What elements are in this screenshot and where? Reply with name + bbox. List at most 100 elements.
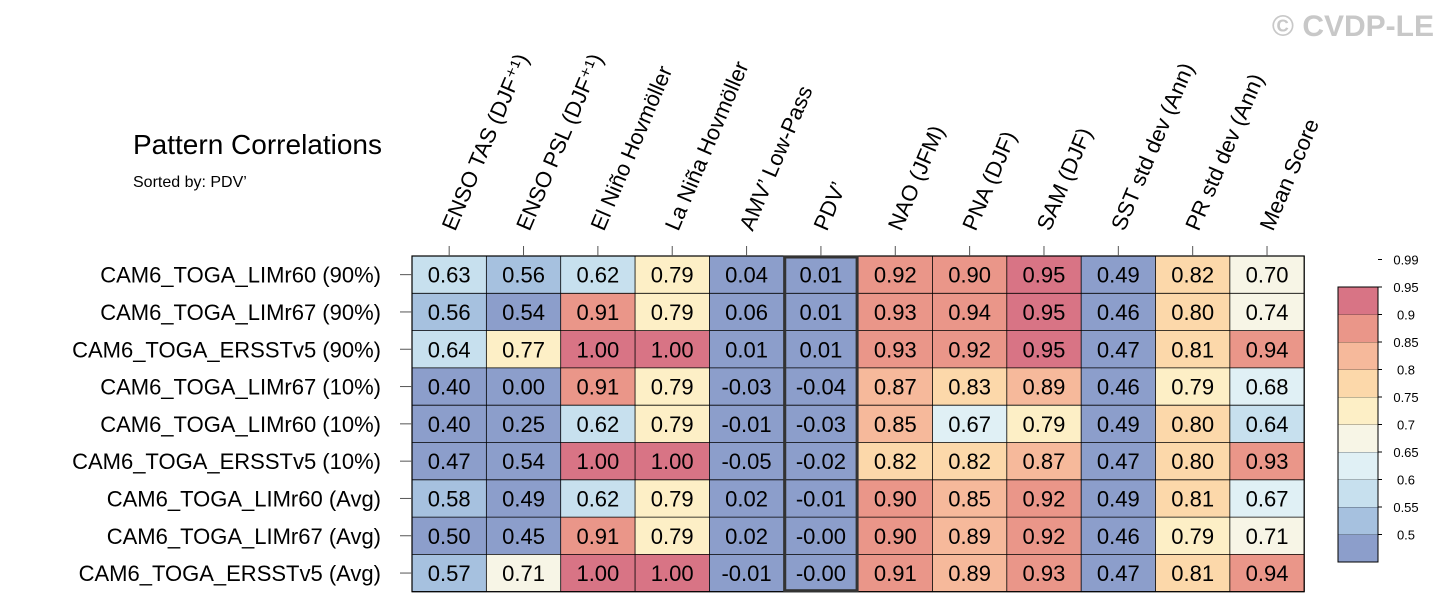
cell-value: -0.01 (721, 412, 771, 437)
cell-value: 0.04 (725, 263, 768, 288)
column-label: AMV’ Low-Pass (734, 82, 817, 234)
column-label: PNA (DJF) (957, 127, 1021, 234)
highlighted-column-box (783, 255, 859, 593)
heatmap-cell (783, 442, 859, 481)
heatmap-cell (783, 479, 859, 518)
heatmap-cell (1229, 330, 1305, 369)
colorbar-label: 0.85 (1393, 335, 1418, 350)
colorbar-label: 0.75 (1393, 390, 1418, 405)
cell-value: 0.47 (1097, 449, 1140, 474)
heatmap-cell (412, 367, 487, 406)
colorbar-swatch (1338, 287, 1378, 315)
heatmap-cell (932, 293, 1008, 332)
cell-value: 0.01 (800, 337, 843, 362)
heatmap-cell (635, 293, 710, 332)
cell-value: -0.01 (796, 486, 846, 511)
cell-value: 0.90 (874, 486, 917, 511)
heatmap-cell (709, 367, 785, 406)
cell-value: 0.91 (874, 561, 917, 586)
heatmap-cell (1229, 367, 1305, 406)
heatmap-cell (709, 517, 785, 555)
cell-value: 0.94 (1246, 561, 1289, 586)
heatmap-cell (560, 554, 636, 593)
cell-value: 0.46 (1097, 300, 1140, 325)
heatmap-cell (560, 330, 636, 369)
colorbar-legend: 0.5 0.55 0.6 0.65 0.7 0.75 0.8 0.85 0.9 0.95 0.99 (1337, 253, 1419, 563)
heatmap-cell (486, 554, 562, 593)
heatmap-cell (486, 256, 562, 294)
row-label: CAM6_TOGA_LIMr60 (Avg) (107, 486, 381, 511)
cell-value: -0.04 (796, 375, 846, 400)
heatmap-cell (560, 517, 636, 555)
cell-value: 0.71 (502, 561, 545, 586)
cell-value: 0.90 (948, 263, 991, 288)
heatmap-cell (635, 367, 710, 406)
heatmap-cell (783, 293, 859, 332)
cell-value: 0.64 (1246, 412, 1289, 437)
cell-value: 1.00 (651, 449, 694, 474)
heatmap-cell (1155, 405, 1231, 443)
heatmap-cell (412, 256, 487, 294)
heatmap-cell (1229, 405, 1305, 443)
cell-value: 0.90 (874, 524, 917, 549)
cell-value: 0.56 (428, 300, 471, 325)
cell-value: 0.87 (1023, 449, 1066, 474)
cell-value: 0.06 (725, 300, 768, 325)
heatmap-cell (1081, 293, 1156, 332)
heatmap-cell (932, 442, 1008, 481)
colorbar-swatch (1338, 369, 1378, 397)
heatmap-cell (709, 256, 785, 294)
cell-value: -0.00 (796, 524, 846, 549)
heatmap-cell (858, 517, 933, 555)
heatmap-cell (635, 330, 710, 369)
cell-value: -0.03 (721, 375, 771, 400)
cell-value: 0.02 (725, 486, 768, 511)
cell-value: 0.79 (651, 524, 694, 549)
heatmap-cell (783, 405, 859, 443)
row-label: CAM6_TOGA_LIMr60 (90%) (100, 263, 381, 288)
colorbar-label: 0.65 (1393, 445, 1418, 460)
heatmap-cells: 0.63 0.56 0.62 0.79 0.04 0.01 0.92 0.90 0.95 0.49… (412, 256, 1305, 593)
row-label: CAM6_TOGA_ERSSTv5 (10%) (72, 449, 381, 474)
cell-value: 0.71 (1246, 524, 1289, 549)
cell-value: 0.46 (1097, 524, 1140, 549)
cell-value: 0.47 (1097, 561, 1140, 586)
heatmap-cell (1155, 256, 1231, 294)
colorbar-label: 0.55 (1393, 500, 1418, 515)
column-labels: ENSO TAS (DJF⁺¹)ENSO PSL (DJF⁺¹)El Niño … (437, 50, 1324, 256)
heatmap-cell (412, 479, 487, 518)
cell-value: -0.03 (796, 412, 846, 437)
cell-value: 0.70 (1246, 263, 1289, 288)
heatmap-cell (560, 256, 636, 294)
heatmap-cell (635, 256, 710, 294)
heatmap-cell (709, 554, 785, 593)
heatmap-cell (560, 405, 636, 443)
heatmap-cell (1006, 256, 1082, 294)
heatmap-cell (932, 367, 1008, 406)
heatmap-cell (858, 367, 933, 406)
cell-value: 1.00 (651, 561, 694, 586)
cell-value: 0.82 (1171, 263, 1214, 288)
heatmap-cell (560, 367, 636, 406)
heatmap-cell (1229, 256, 1305, 294)
heatmap-cell (1229, 517, 1305, 555)
heatmap-cell (783, 256, 859, 294)
cell-value: 0.68 (1246, 375, 1289, 400)
heatmap-cell (1006, 479, 1082, 518)
heatmap-cell (932, 405, 1008, 443)
heatmap-cell (1155, 293, 1231, 332)
heatmap-cell (635, 517, 710, 555)
heatmap-cell (1006, 442, 1082, 481)
cell-value: 1.00 (651, 337, 694, 362)
colorbar-swatch (1338, 452, 1378, 480)
cell-value: -0.01 (721, 561, 771, 586)
cell-value: 0.80 (1171, 449, 1214, 474)
heatmap-cell (1081, 442, 1156, 481)
heatmap-cell (486, 405, 562, 443)
cell-value: 0.83 (948, 375, 991, 400)
cell-value: 0.25 (502, 412, 545, 437)
cell-value: 0.80 (1171, 300, 1214, 325)
heatmap-cell (412, 442, 487, 481)
heatmap-cell (1081, 517, 1156, 555)
cell-value: 0.01 (800, 263, 843, 288)
